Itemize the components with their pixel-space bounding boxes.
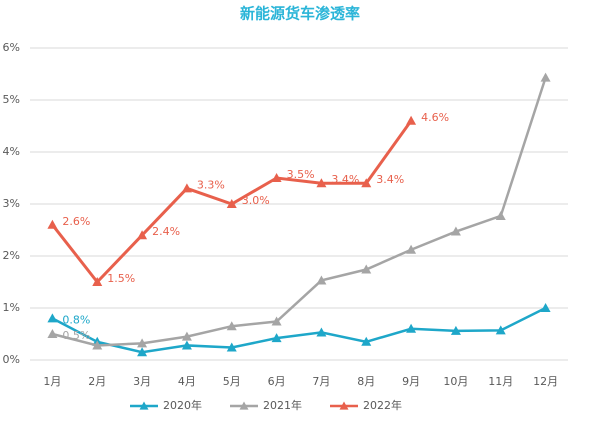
x-tick-label: 5月 <box>223 375 241 388</box>
x-tick-label: 10月 <box>443 375 468 388</box>
point-marker <box>47 219 58 229</box>
point-marker <box>495 210 506 220</box>
data-label: 3.5% <box>287 168 315 181</box>
point-marker <box>361 178 372 188</box>
point-marker <box>137 347 148 357</box>
x-tick-label: 8月 <box>357 375 375 388</box>
point-marker <box>316 275 327 285</box>
y-tick-label: 3% <box>3 197 20 210</box>
point-marker <box>271 333 282 343</box>
data-label: 3.3% <box>197 178 225 191</box>
y-tick-label: 1% <box>3 301 20 314</box>
point-marker <box>361 264 372 274</box>
legend-marker <box>239 401 249 410</box>
y-tick-label: 2% <box>3 249 20 262</box>
point-marker <box>92 277 103 286</box>
series-line <box>51 306 547 354</box>
point-marker <box>450 226 461 236</box>
x-tick-label: 4月 <box>178 375 196 388</box>
data-label: 3.4% <box>376 173 404 186</box>
y-tick-label: 4% <box>3 145 20 158</box>
point-marker <box>406 244 417 254</box>
x-tick-label: 9月 <box>402 375 420 388</box>
data-label: 2.4% <box>152 225 180 238</box>
point-marker <box>226 321 237 331</box>
legend-label: 2022年 <box>363 398 402 412</box>
data-label: 3.4% <box>331 173 359 186</box>
legend-marker <box>139 401 149 410</box>
point-marker <box>92 340 103 350</box>
point-marker <box>495 325 506 335</box>
point-marker <box>271 316 282 326</box>
x-tick-label: 7月 <box>312 375 330 388</box>
point-marker <box>181 331 192 341</box>
x-tick-label: 11月 <box>488 375 513 388</box>
point-marker <box>316 327 327 337</box>
legend-label: 2020年 <box>163 398 202 412</box>
data-label: 0.8% <box>62 313 90 326</box>
data-label: 2.6% <box>62 215 90 228</box>
point-marker <box>137 338 148 348</box>
point-marker <box>181 183 192 193</box>
x-tick-label: 3月 <box>133 375 151 388</box>
point-marker <box>540 72 551 82</box>
y-tick-label: 6% <box>3 41 20 54</box>
y-tick-label: 0% <box>3 353 20 366</box>
series-line <box>52 77 547 347</box>
data-label: 4.6% <box>421 111 449 124</box>
chart-title: 新能源货车渗透率 <box>240 5 360 23</box>
x-tick-label: 12月 <box>533 375 558 388</box>
point-marker <box>226 342 237 352</box>
point-marker <box>47 329 58 338</box>
point-marker <box>47 313 58 323</box>
point-marker <box>406 115 417 125</box>
legend-marker <box>339 401 349 410</box>
x-tick-label: 6月 <box>268 375 286 388</box>
point-marker <box>406 323 417 333</box>
data-label: 0.5% <box>62 329 90 342</box>
y-tick-label: 5% <box>3 93 20 106</box>
point-marker <box>361 336 372 346</box>
data-label: 1.5% <box>107 272 135 285</box>
point-marker <box>226 199 237 208</box>
point-marker <box>181 340 192 350</box>
point-marker <box>450 325 461 335</box>
point-marker <box>137 230 148 240</box>
x-tick-label: 2月 <box>88 375 106 388</box>
x-tick-label: 1月 <box>43 375 61 388</box>
point-marker <box>316 178 327 188</box>
point-marker <box>271 173 282 182</box>
data-label: 3.0% <box>242 194 270 207</box>
legend-label: 2021年 <box>263 398 302 412</box>
point-marker <box>540 303 551 312</box>
